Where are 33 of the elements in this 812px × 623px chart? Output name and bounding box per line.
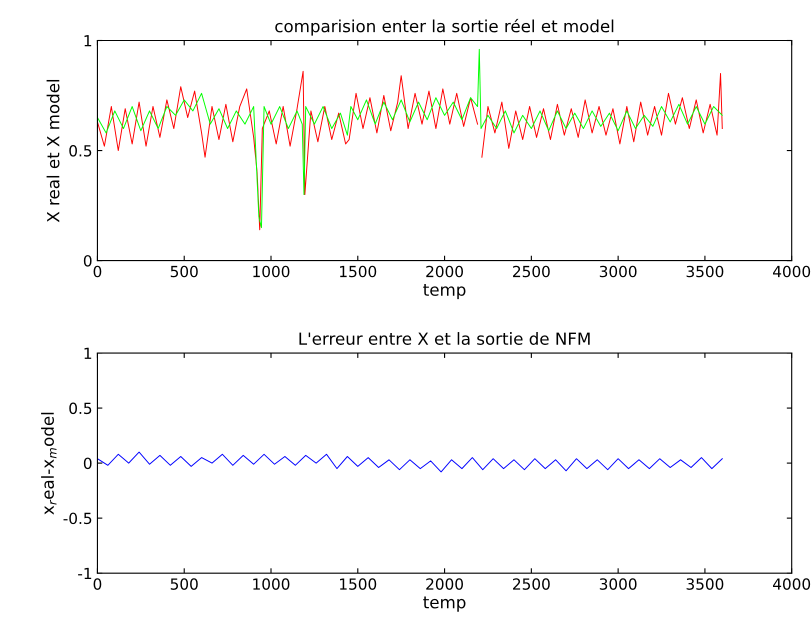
y-axis-title: x$_{r}$eal-x$_{m}$odel [41, 412, 56, 515]
y-tick-label: 0.5 [69, 402, 92, 414]
x-tick-label: 1000 [253, 578, 290, 590]
y-tick-label: 0 [84, 458, 92, 470]
x-tick-label: 1500 [340, 266, 376, 278]
x-tick-label: 500 [170, 266, 198, 278]
y-tick-label: 0 [84, 255, 92, 267]
y-axis-title: X real et X model [46, 80, 60, 222]
x-tick-label: 3500 [686, 578, 724, 590]
x-tick-label: 2000 [426, 266, 463, 278]
y-tick-label: 0.5 [69, 145, 92, 157]
x-tick-label: 0 [94, 578, 102, 590]
chart-title: L'erreur entre X et la sortie de NFM [299, 332, 590, 345]
x-tick-label: 0 [94, 266, 102, 278]
x-tick-label: 3000 [600, 578, 637, 590]
y-tick-label: -0.5 [64, 512, 92, 524]
line-series [97, 452, 723, 472]
y-tick-label: -1 [78, 568, 92, 579]
x-tick-label: 4000 [773, 266, 810, 278]
x-axis-title: temp [423, 284, 466, 300]
x-tick-label: 2000 [426, 578, 463, 590]
x-tick-label: 2500 [513, 266, 550, 278]
chart-title: comparision enter la sortie réel et model [275, 18, 614, 36]
x-tick-label: 3500 [686, 266, 724, 278]
x-axis-title: temp [423, 596, 466, 612]
x-tick-label: 500 [170, 578, 198, 590]
x-tick-label: 3000 [600, 266, 637, 278]
x-tick-label: 1500 [340, 578, 376, 590]
y-tick-label: 1 [84, 35, 92, 46]
x-tick-label: 4000 [773, 578, 810, 590]
x-tick-label: 2500 [513, 578, 550, 590]
x-tick-label: 1000 [253, 266, 290, 278]
y-tick-label: 1 [84, 348, 92, 359]
